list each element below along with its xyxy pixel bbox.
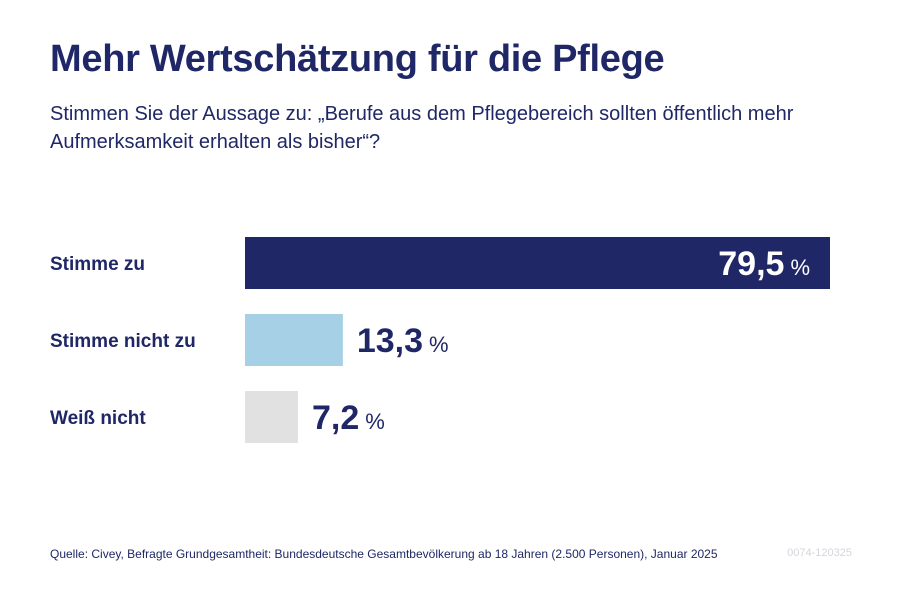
value-unit: % (365, 409, 385, 434)
value-label: 13,3% (357, 322, 449, 360)
chart-subtitle: Stimmen Sie der Aussage zu: „Berufe aus … (50, 103, 794, 153)
value-unit: % (790, 255, 810, 280)
bar (245, 237, 830, 289)
bar (245, 391, 298, 443)
value-number: 13,3 (357, 322, 423, 360)
category-label: Stimme nicht zu (50, 331, 196, 352)
value-label: 79,5% (718, 245, 810, 283)
category-label: Weiß nicht (50, 408, 146, 429)
value-unit: % (429, 332, 449, 357)
source-note: Quelle: Civey, Befragte Grundgesamtheit:… (50, 547, 718, 561)
value-number: 7,2 (312, 399, 359, 437)
value-label: 7,2% (312, 399, 385, 437)
chart-title: Mehr Wertschätzung für die Pflege (50, 38, 665, 80)
bar (245, 314, 343, 366)
category-label: Stimme zu (50, 254, 145, 275)
value-number: 79,5 (718, 245, 784, 283)
graphic-code: 0074-120325 (787, 547, 852, 559)
